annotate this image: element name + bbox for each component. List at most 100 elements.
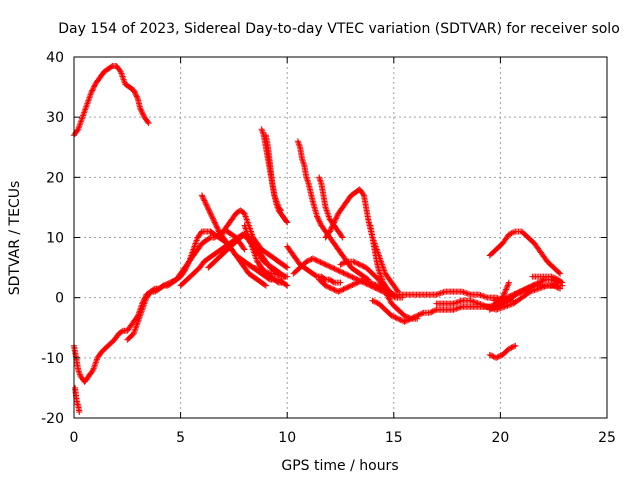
data-point <box>503 286 510 293</box>
data-point <box>503 285 510 292</box>
data-point <box>333 214 340 221</box>
data-point <box>348 282 355 289</box>
data-point <box>338 260 345 267</box>
data-point <box>521 286 528 293</box>
data-point <box>88 90 95 97</box>
series-arc-11 <box>262 132 284 214</box>
data-point <box>511 291 518 298</box>
series-arc-3 <box>124 228 269 343</box>
data-point <box>410 314 417 321</box>
data-point <box>461 289 468 296</box>
data-point <box>454 299 461 306</box>
data-point <box>537 279 544 286</box>
data-point <box>392 314 399 321</box>
data-point <box>329 223 336 230</box>
data-point <box>350 281 357 288</box>
data-point <box>277 207 284 214</box>
data-point <box>203 201 210 208</box>
data-point <box>418 310 425 317</box>
series-arc-26 <box>529 273 566 286</box>
data-point <box>133 92 140 99</box>
data-point <box>332 216 339 223</box>
data-point <box>307 256 314 263</box>
series-arc-1 <box>71 63 152 139</box>
data-point <box>332 215 339 222</box>
data-point <box>514 289 521 296</box>
data-point <box>416 311 423 318</box>
data-point <box>311 256 318 263</box>
data-point <box>343 271 350 278</box>
data-point <box>489 353 496 360</box>
data-point <box>382 289 389 296</box>
data-point <box>430 307 437 314</box>
data-point <box>131 88 138 95</box>
data-point <box>318 259 325 266</box>
data-point <box>327 227 334 234</box>
data-point <box>419 310 426 317</box>
data-point <box>517 288 524 295</box>
data-point <box>476 291 483 298</box>
data-point <box>372 298 379 305</box>
data-point <box>207 210 214 217</box>
data-point <box>284 219 291 226</box>
data-point <box>168 279 175 286</box>
data-point <box>303 258 310 265</box>
data-point <box>313 257 320 264</box>
data-point <box>317 259 324 266</box>
data-point <box>353 280 360 287</box>
series-arc-13 <box>294 138 372 283</box>
data-point <box>328 264 335 271</box>
data-point <box>512 342 519 349</box>
data-point <box>500 293 507 300</box>
data-point <box>309 255 316 262</box>
data-point <box>201 198 208 205</box>
data-point <box>370 298 377 305</box>
data-point <box>477 301 484 308</box>
data-point <box>476 300 483 307</box>
data-point <box>359 262 366 269</box>
data-point <box>284 264 291 271</box>
data-point <box>214 225 221 232</box>
data-point <box>241 246 248 253</box>
data-point <box>283 281 290 288</box>
data-point <box>414 312 421 319</box>
data-point <box>367 279 374 286</box>
data-point <box>305 257 312 264</box>
data-point <box>474 300 481 307</box>
data-point <box>406 316 413 323</box>
data-point <box>338 233 345 240</box>
data-point <box>350 258 357 265</box>
data-point <box>510 291 517 298</box>
data-point <box>182 266 189 273</box>
data-point <box>74 127 81 134</box>
data-point <box>339 269 346 276</box>
data-point <box>548 273 555 280</box>
y-tick-label: 10 <box>46 231 64 247</box>
data-point <box>166 279 173 286</box>
data-point <box>140 111 147 118</box>
data-point <box>214 224 221 231</box>
data-point <box>486 303 493 310</box>
data-point <box>385 293 392 300</box>
data-point <box>394 287 401 294</box>
data-point <box>170 277 177 284</box>
series-arc-19 <box>367 222 397 298</box>
data-point <box>490 353 497 360</box>
data-point <box>277 206 284 213</box>
data-point <box>327 285 334 292</box>
data-point <box>505 279 512 286</box>
data-point <box>360 276 367 283</box>
data-point <box>164 280 171 287</box>
data-point <box>345 283 352 290</box>
data-point <box>326 228 333 235</box>
data-point <box>340 269 347 276</box>
data-point <box>317 219 324 226</box>
data-point <box>470 298 477 305</box>
data-point <box>386 296 393 303</box>
data-point <box>312 256 319 263</box>
data-point <box>331 265 338 272</box>
data-point <box>332 266 339 273</box>
data-point <box>323 262 330 269</box>
data-point <box>320 260 327 267</box>
